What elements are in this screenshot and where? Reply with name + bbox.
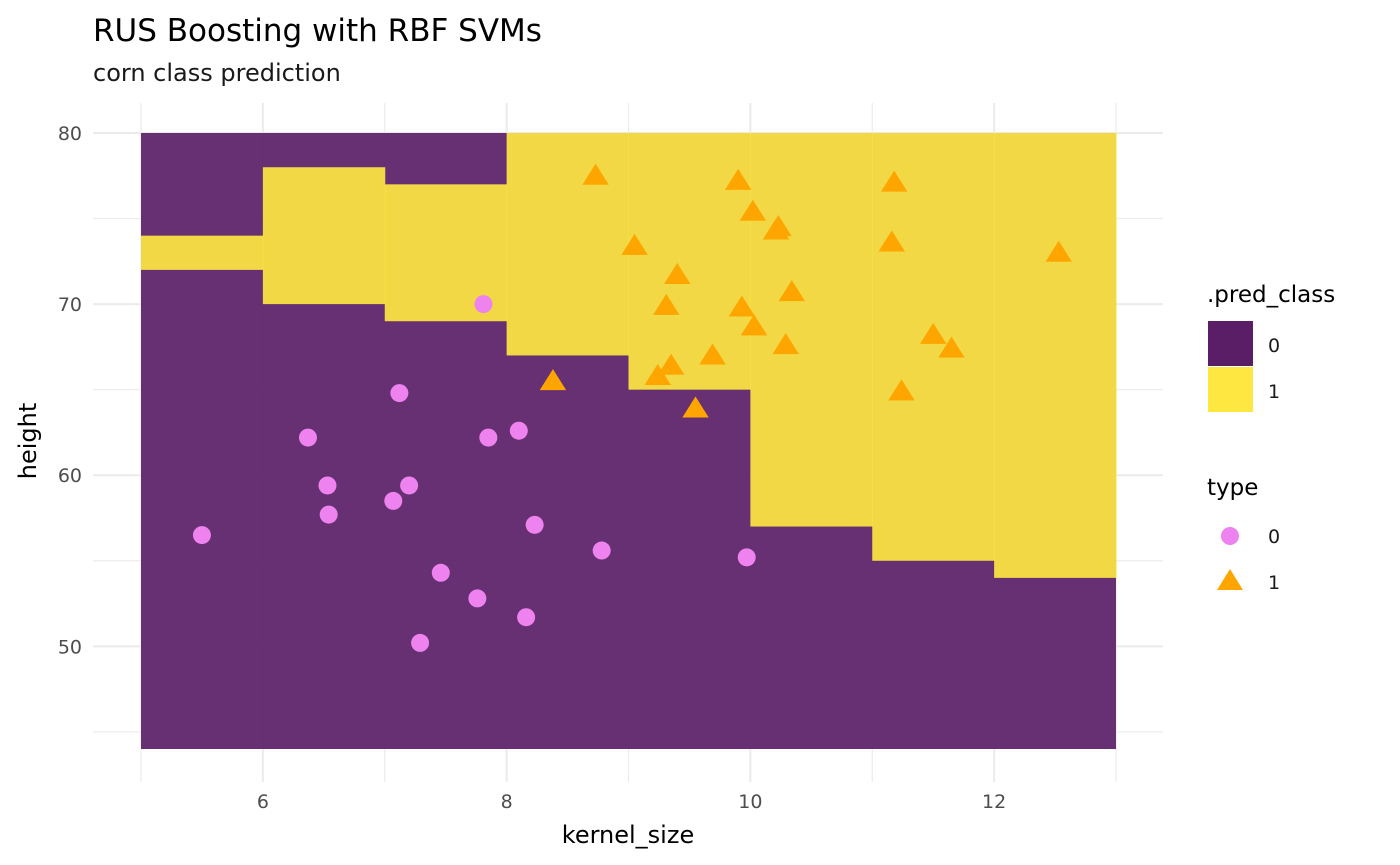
point-type-0 xyxy=(479,428,498,447)
x-tick-label: 12 xyxy=(982,791,1006,813)
chart-subtitle: corn class prediction xyxy=(93,59,341,87)
point-type-1 xyxy=(682,396,709,418)
point-type-0 xyxy=(431,563,450,582)
point-type-1 xyxy=(740,314,768,336)
prediction-region-1 xyxy=(628,133,751,390)
prediction-region-1 xyxy=(141,235,264,270)
point-type-0 xyxy=(400,476,419,495)
fill-legend-key-0 xyxy=(1208,321,1253,366)
point-type-1 xyxy=(657,353,685,375)
y-tick-label: 70 xyxy=(58,294,82,316)
point-type-1 xyxy=(878,230,905,252)
point-type-1 xyxy=(582,163,609,185)
prediction-region-1 xyxy=(750,133,873,527)
point-type-0 xyxy=(737,548,756,567)
point-type-1 xyxy=(880,170,908,192)
y-tick-label: 50 xyxy=(58,636,82,658)
type-legend-key-1 xyxy=(1217,569,1243,590)
point-type-1 xyxy=(765,215,792,237)
prediction-region-1 xyxy=(994,133,1117,578)
point-type-0 xyxy=(517,608,536,627)
x-tick-label: 10 xyxy=(738,791,762,813)
prediction-regions xyxy=(141,133,1117,749)
y-axis-title: height xyxy=(14,403,42,480)
point-type-1 xyxy=(664,263,691,285)
type-legend-key-0 xyxy=(1221,527,1239,545)
fill-legend-title: .pred_class xyxy=(1207,282,1335,308)
point-type-1 xyxy=(728,295,756,317)
point-type-1 xyxy=(699,343,726,365)
point-type-1 xyxy=(539,369,567,391)
y-axis-ticks: 50 60 70 80 xyxy=(58,123,82,658)
prediction-region-1 xyxy=(262,167,386,305)
x-tick-label: 6 xyxy=(257,791,269,813)
point-type-1 xyxy=(772,333,799,355)
point-type-1 xyxy=(778,280,806,302)
point-type-0 xyxy=(411,633,430,652)
x-tick-label: 8 xyxy=(501,791,513,813)
prediction-region-1 xyxy=(506,133,629,356)
fill-legend-label-0: 0 xyxy=(1268,335,1280,357)
point-type-1 xyxy=(644,363,671,385)
y-tick-label: 80 xyxy=(58,123,82,145)
chart-title: RUS Boosting with RBF SVMs xyxy=(93,13,542,49)
x-axis-title: kernel_size xyxy=(562,821,694,849)
point-type-1 xyxy=(724,168,752,190)
point-type-0 xyxy=(298,428,317,447)
fill-legend-label-1: 1 xyxy=(1268,381,1280,403)
point-type-0 xyxy=(468,589,487,608)
type-legend-label-1: 1 xyxy=(1268,572,1280,594)
point-type-1 xyxy=(621,233,648,255)
point-type-0 xyxy=(192,526,211,545)
y-tick-label: 60 xyxy=(58,465,82,487)
point-type-1 xyxy=(1045,240,1072,262)
point-type-1 xyxy=(919,322,947,344)
point-type-0 xyxy=(384,491,403,510)
point-type-0 xyxy=(592,541,611,560)
point-type-0 xyxy=(319,505,338,524)
type-legend-title: type xyxy=(1207,475,1258,501)
type-legend-label-0: 0 xyxy=(1268,526,1280,548)
data-points xyxy=(192,163,1072,652)
point-type-0 xyxy=(525,515,544,534)
point-type-0 xyxy=(474,295,493,314)
fill-legend-key-1 xyxy=(1208,367,1253,412)
type-legend: type 0 1 xyxy=(1207,475,1280,594)
point-type-0 xyxy=(318,476,337,495)
x-axis-ticks: 6 8 10 12 xyxy=(257,791,1006,813)
point-type-1 xyxy=(739,199,767,221)
point-type-1 xyxy=(653,293,680,315)
point-type-1 xyxy=(938,336,965,358)
prediction-region-1 xyxy=(872,133,995,561)
point-type-1 xyxy=(888,379,915,401)
point-type-0 xyxy=(390,384,409,403)
point-type-0 xyxy=(509,421,528,440)
fill-legend: .pred_class 0 1 xyxy=(1207,282,1335,412)
